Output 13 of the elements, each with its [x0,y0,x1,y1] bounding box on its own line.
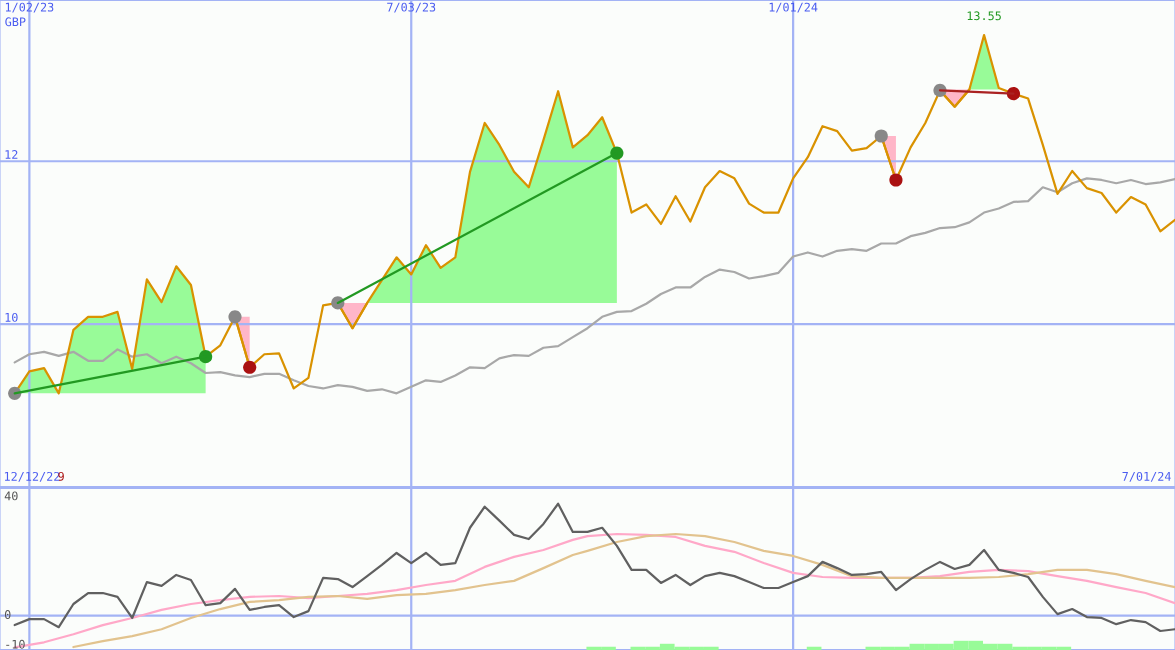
y-tick-label: 12 [5,150,18,159]
y-tick-label: 10 [5,312,18,322]
x-tick-label: 7/03/23 [387,2,436,13]
annotation: 12/12/22 [4,471,60,482]
y-axis-title: GBP [5,17,26,27]
annotation: 13.55 [967,11,1001,21]
y-tick-label: 0 [4,610,11,620]
x-tick-label: 1/01/24 [769,2,818,13]
annotation: 9 [58,471,64,481]
y-tick-label: 40 [4,491,18,501]
annotation: 7/01/24 [1122,471,1171,482]
x-tick-label: 1/02/23 [5,2,54,13]
y-tick-label: -10 [6,639,25,649]
